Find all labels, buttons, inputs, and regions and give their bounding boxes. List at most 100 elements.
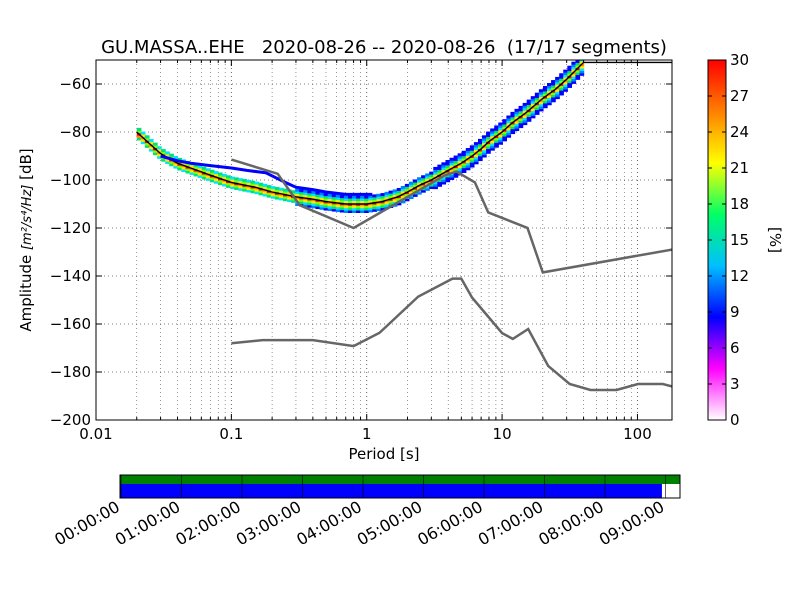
heatmap-cell bbox=[506, 132, 512, 136]
heatmap-cell bbox=[441, 176, 447, 180]
heatmap-cell bbox=[486, 145, 491, 149]
heatmap-cell bbox=[307, 192, 313, 196]
heatmap-cell bbox=[421, 177, 426, 181]
coverage-tick-label: 00:00:00 bbox=[51, 497, 123, 549]
heatmap-cell bbox=[152, 152, 158, 156]
heatmap-cell bbox=[461, 169, 467, 173]
heatmap-cell bbox=[278, 187, 284, 191]
heatmap-cell bbox=[144, 144, 150, 148]
heatmap-cell bbox=[502, 138, 508, 142]
heatmap-cell bbox=[477, 138, 483, 142]
heatmap-cell bbox=[254, 183, 260, 187]
heatmap-cell bbox=[486, 131, 491, 135]
heatmap-cell bbox=[311, 205, 317, 209]
heatmap-cell bbox=[437, 169, 443, 173]
heatmap-cell bbox=[258, 185, 264, 189]
coverage-bars bbox=[120, 475, 680, 498]
heatmap-cell bbox=[161, 151, 166, 155]
heatmap-cell bbox=[555, 96, 560, 100]
heatmap-cell bbox=[165, 151, 170, 155]
heatmap-cell bbox=[502, 135, 508, 139]
heatmap-cell bbox=[396, 187, 402, 191]
heatmap-cell bbox=[323, 205, 329, 209]
heatmap-cell bbox=[161, 149, 166, 153]
heatmap-cell bbox=[429, 174, 434, 178]
heatmap-cell bbox=[445, 164, 451, 168]
heatmap-cell bbox=[555, 84, 560, 88]
heatmap-cell bbox=[469, 164, 475, 168]
heatmap-cell bbox=[571, 68, 577, 72]
heatmap-cell bbox=[457, 165, 463, 169]
heatmap-cell bbox=[559, 87, 564, 91]
heatmap-cell bbox=[555, 93, 560, 97]
colorbar-tick-label: 27 bbox=[730, 87, 749, 105]
heatmap-cell bbox=[514, 116, 520, 120]
heatmap-cell bbox=[465, 155, 471, 159]
heatmap-cell bbox=[352, 200, 357, 204]
heatmap-cell bbox=[169, 163, 174, 167]
heatmap-cell bbox=[453, 172, 459, 176]
heatmap-cell bbox=[303, 204, 308, 208]
y-axis-ticks: −200 −180 −160 −140 −120 −100 −80 −60 bbox=[50, 75, 672, 429]
heatmap-cell bbox=[482, 140, 487, 144]
heatmap-cell bbox=[295, 188, 300, 192]
heatmap-cell bbox=[490, 128, 495, 132]
heatmap-cell bbox=[449, 169, 455, 173]
heatmap-cell bbox=[396, 197, 402, 201]
heatmap-cell bbox=[518, 108, 524, 112]
colorbar-tick-label: 12 bbox=[730, 267, 749, 285]
heatmap-cell bbox=[368, 199, 373, 203]
heatmap-cell bbox=[575, 62, 581, 66]
colorbar-tick-label: 18 bbox=[730, 195, 749, 213]
heatmap-cell bbox=[571, 80, 577, 84]
heatmap-cell bbox=[209, 176, 215, 180]
x-tick-label: 0.1 bbox=[219, 425, 243, 443]
coverage-tick-label: 08:00:00 bbox=[535, 497, 607, 549]
heatmap-cell bbox=[217, 172, 223, 176]
heatmap-cell bbox=[579, 65, 585, 69]
x-axis-ticks: 0.01 0.1 1 10 100 bbox=[79, 60, 652, 443]
heatmap-cell bbox=[282, 195, 288, 199]
heatmap-cell bbox=[530, 98, 536, 102]
heatmap-cell bbox=[250, 187, 256, 191]
heatmap-cell bbox=[360, 205, 365, 209]
heatmap-cell bbox=[506, 127, 512, 131]
y-axis-label-suffix: [dB] bbox=[17, 148, 35, 184]
heatmap-cell bbox=[498, 139, 503, 143]
heatmap-cell bbox=[144, 135, 150, 139]
heatmap-cell bbox=[412, 193, 418, 197]
heatmap-cell bbox=[140, 141, 146, 145]
plot-frame bbox=[95, 59, 673, 421]
heatmap-cell bbox=[242, 179, 248, 183]
heatmap-cell bbox=[230, 183, 235, 187]
heatmap-cell bbox=[278, 194, 284, 198]
heatmap-cell bbox=[559, 92, 564, 96]
heatmap-cell bbox=[262, 191, 268, 195]
heatmap-cell bbox=[441, 162, 447, 166]
heatmap-cell bbox=[538, 101, 544, 105]
coverage-tick-label: 04:00:00 bbox=[293, 497, 365, 549]
heatmap-cell bbox=[514, 123, 520, 127]
heatmap-cell bbox=[506, 115, 512, 119]
heatmap-cell bbox=[226, 182, 231, 186]
heatmap-cell bbox=[559, 80, 564, 84]
ppsd-series-lines bbox=[136, 61, 672, 392]
heatmap-cell bbox=[530, 115, 536, 119]
heatmap-cell bbox=[490, 130, 495, 134]
coverage-tick-label: 07:00:00 bbox=[475, 497, 547, 549]
heatmap-cell bbox=[339, 199, 345, 203]
heatmap-cell bbox=[335, 204, 341, 208]
heatmap-cell bbox=[384, 194, 390, 198]
heatmap-cell bbox=[567, 68, 572, 72]
heatmap-cell bbox=[372, 196, 378, 200]
heatmap-cell bbox=[404, 198, 410, 202]
heatmap-cell bbox=[335, 194, 341, 198]
heatmap-cell bbox=[343, 195, 349, 199]
heatmap-cell bbox=[376, 198, 382, 202]
heatmap-cell bbox=[502, 123, 508, 127]
heatmap-cell bbox=[498, 141, 503, 145]
heatmap-cell bbox=[319, 194, 325, 198]
heatmap-cell bbox=[368, 204, 373, 208]
heatmap-cell bbox=[368, 207, 373, 211]
